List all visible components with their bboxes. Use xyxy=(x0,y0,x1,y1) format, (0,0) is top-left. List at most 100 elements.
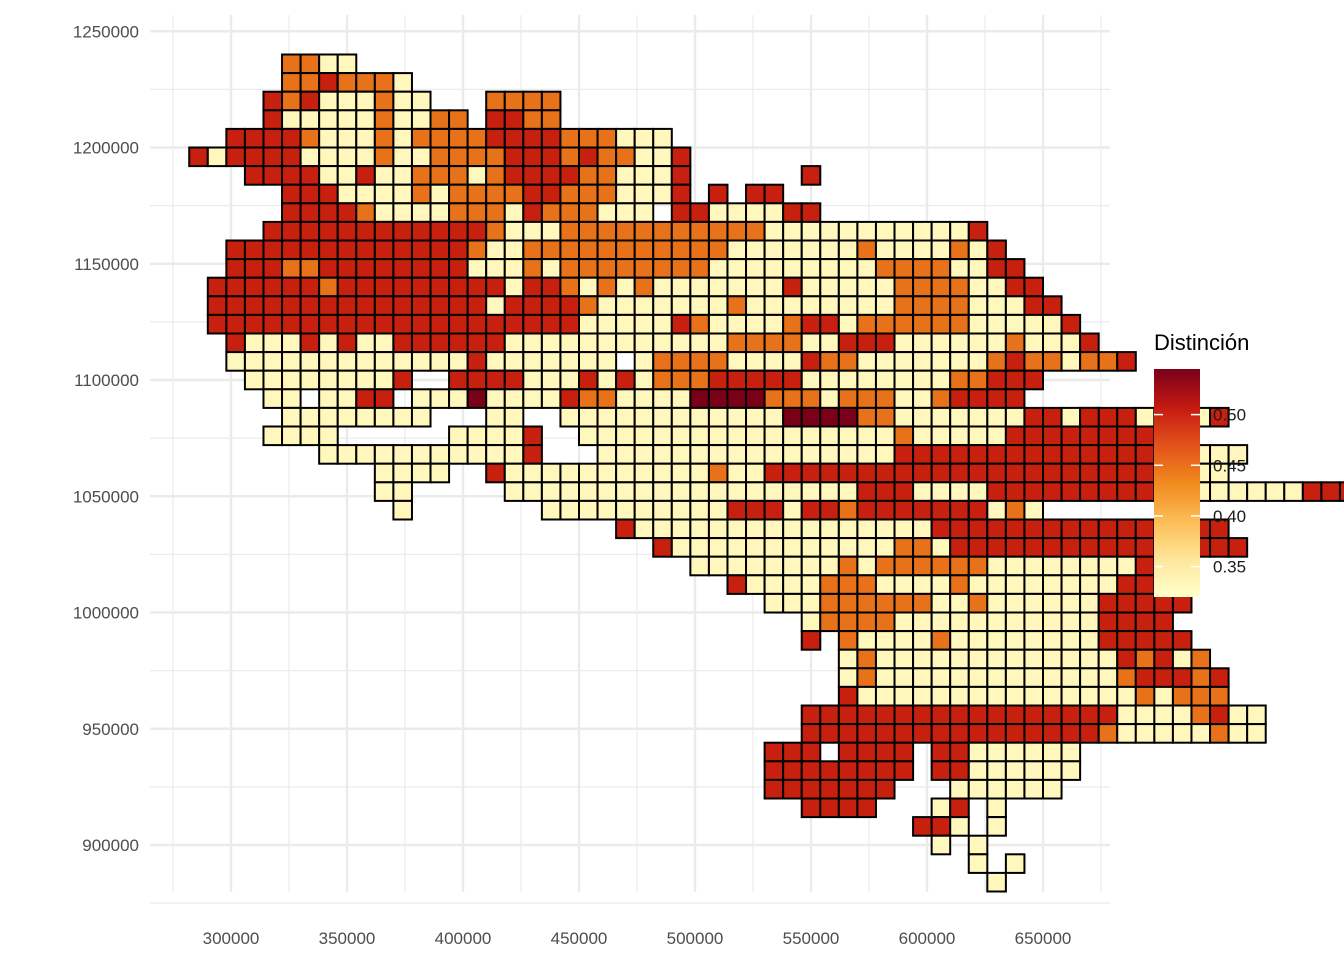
map-cell xyxy=(949,388,970,409)
map-cell xyxy=(1004,462,1026,484)
map-cell xyxy=(819,425,840,447)
map-cell xyxy=(410,202,432,223)
legend-label: 0.35 xyxy=(1213,558,1246,577)
map-cell xyxy=(1023,462,1044,484)
map-cell xyxy=(336,351,358,372)
map-cell xyxy=(949,760,970,781)
map-cell xyxy=(578,425,599,447)
map-cell xyxy=(856,555,877,577)
map-cell xyxy=(930,723,952,744)
map-cell xyxy=(596,202,618,223)
legend-title: Distinción xyxy=(1154,330,1249,355)
map-cell xyxy=(763,778,785,800)
map-cell xyxy=(540,220,562,242)
map-cell xyxy=(670,406,692,428)
map-cell xyxy=(893,611,915,633)
map-cell xyxy=(1079,592,1100,614)
map-cell xyxy=(912,667,933,688)
map-cell xyxy=(707,202,729,223)
map-cell xyxy=(243,369,265,391)
map-cell xyxy=(930,444,952,465)
map-cell xyxy=(967,332,989,354)
map-cell xyxy=(1116,537,1137,558)
map-cell xyxy=(1023,276,1044,298)
map-cell xyxy=(986,313,1007,335)
map-cell xyxy=(615,481,636,502)
map-cell xyxy=(763,276,785,298)
map-cell xyxy=(1023,313,1044,335)
map-cell xyxy=(893,685,915,707)
map-cell xyxy=(782,425,803,447)
map-cell xyxy=(726,406,748,428)
map-cell xyxy=(355,276,376,298)
map-cell xyxy=(392,369,413,391)
map-cell xyxy=(967,462,989,484)
map-cell xyxy=(299,332,321,354)
map-cell xyxy=(466,425,488,447)
map-cell xyxy=(745,444,766,465)
map-cell xyxy=(596,146,618,168)
map-cell xyxy=(615,183,636,205)
map-cell xyxy=(596,239,618,261)
map-cell xyxy=(1079,518,1100,540)
map-cell xyxy=(707,183,729,205)
map-cell xyxy=(633,202,655,223)
map-cell xyxy=(800,760,822,781)
map-cell xyxy=(448,351,469,372)
map-cell xyxy=(1097,685,1119,707)
map-cell xyxy=(967,258,989,279)
map-cell xyxy=(949,797,970,819)
map-cell xyxy=(893,592,915,614)
map-cell xyxy=(615,425,636,447)
map-cell xyxy=(262,388,284,409)
map-cell xyxy=(986,239,1007,261)
map-cell xyxy=(225,239,246,261)
map-cell xyxy=(262,165,284,186)
map-cell xyxy=(355,220,376,242)
map-cell xyxy=(318,127,339,149)
map-cell xyxy=(1042,741,1063,763)
map-cell xyxy=(540,332,562,354)
map-cell xyxy=(856,592,877,614)
y-tick-label: 1200000 xyxy=(73,139,139,158)
map-cell xyxy=(856,388,877,409)
map-cell xyxy=(615,313,636,335)
map-cell xyxy=(336,109,358,130)
map-cell xyxy=(800,276,822,298)
map-cell xyxy=(912,276,933,298)
map-cell xyxy=(1060,611,1082,633)
map-cell xyxy=(633,481,655,502)
map-cell xyxy=(1153,630,1174,651)
map-cell xyxy=(522,258,543,279)
map-cell xyxy=(800,332,822,354)
map-cell xyxy=(392,332,413,354)
map-cell xyxy=(392,202,413,223)
map-cell xyxy=(782,295,803,316)
map-cell xyxy=(1097,592,1119,614)
y-tick-label: 1150000 xyxy=(74,255,139,274)
map-cell xyxy=(336,183,358,205)
map-cell xyxy=(1060,518,1082,540)
map-cell xyxy=(559,462,581,484)
map-cell xyxy=(206,146,228,168)
map-cell xyxy=(893,295,915,316)
map-cell xyxy=(1227,723,1249,744)
map-cell xyxy=(262,258,284,279)
map-cell xyxy=(429,146,451,168)
map-cell xyxy=(837,258,859,279)
map-cell xyxy=(800,537,822,558)
map-cell xyxy=(503,90,525,112)
map-cell xyxy=(373,165,395,186)
map-cell xyxy=(967,834,989,856)
map-cell xyxy=(707,258,729,279)
map-cell xyxy=(578,295,599,316)
map-cell xyxy=(188,146,209,168)
map-cell xyxy=(1116,351,1137,372)
map-cell xyxy=(485,146,506,168)
map-cell xyxy=(336,313,358,335)
map-cell xyxy=(874,685,896,707)
map-cell xyxy=(819,574,840,595)
map-cell xyxy=(466,444,488,465)
map-cell xyxy=(318,239,339,261)
map-cell xyxy=(410,462,432,484)
